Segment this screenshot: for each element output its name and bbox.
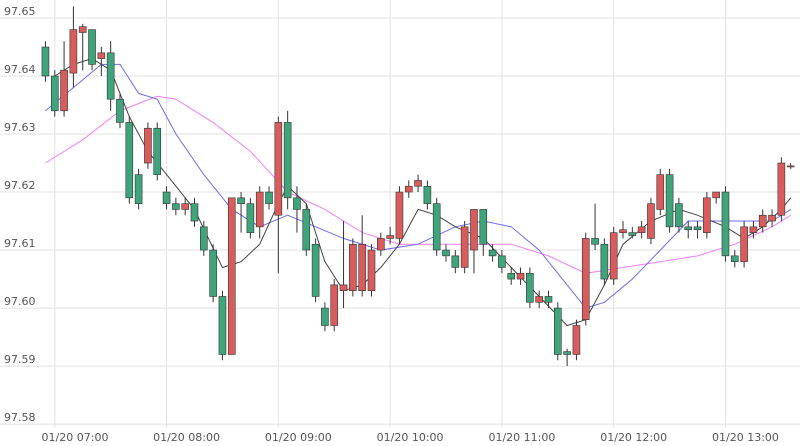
candle-body [423, 185, 432, 204]
candle-body [693, 226, 702, 231]
candle-body [609, 232, 618, 280]
candle-body [544, 296, 553, 303]
candle-body [358, 243, 366, 291]
candle-body [172, 203, 180, 210]
candle-body [125, 122, 134, 199]
candle-body [134, 174, 143, 204]
candle-body [144, 127, 152, 164]
candle-body [404, 185, 413, 193]
candle-body [50, 75, 59, 112]
y-tick-label: 97.59 [4, 353, 36, 366]
candle-body [414, 180, 422, 187]
candle-body [740, 226, 748, 262]
candle-body [581, 238, 590, 320]
candle-body [619, 229, 627, 233]
x-tick-label: 01/20 10:00 [377, 431, 444, 444]
candle-body [330, 284, 339, 326]
candle-body [153, 127, 162, 175]
candle-body [209, 249, 217, 297]
x-tick-label: 01/20 13:00 [712, 431, 779, 444]
candle-body [777, 162, 786, 216]
x-tick-label: 01/20 07:00 [42, 431, 109, 444]
candle-body [395, 191, 404, 239]
candle-body [41, 46, 50, 77]
candle-body [498, 255, 506, 268]
candle-body [470, 209, 478, 251]
candle-body [768, 214, 776, 222]
x-tick-label: 01/20 08:00 [153, 431, 220, 444]
candle-body [656, 174, 665, 210]
candle-body [69, 29, 78, 74]
candle-body [162, 191, 171, 204]
candle-body [339, 284, 348, 291]
candle-body [479, 209, 488, 245]
candle-body [749, 226, 758, 233]
moving-average-line [45, 63, 791, 309]
candle-body [237, 197, 245, 204]
y-tick-label: 97.63 [4, 121, 36, 134]
candle-body [442, 249, 450, 257]
candle-body [116, 98, 124, 123]
candle-body [88, 29, 96, 65]
candle-body [106, 52, 115, 100]
candle-body [637, 226, 646, 233]
candle-body [675, 203, 683, 228]
candle-body [283, 122, 292, 199]
candle-body [535, 296, 543, 303]
candle-body [712, 191, 720, 199]
y-tick-label: 97.61 [4, 237, 36, 250]
candle-body [274, 122, 283, 216]
candle-body [786, 165, 795, 168]
candle-body [628, 232, 637, 236]
candle-body [190, 203, 199, 222]
candle-body [377, 238, 385, 251]
candle-body [302, 209, 311, 251]
candle-body [218, 296, 227, 355]
candle-body [78, 26, 87, 33]
candle-body [255, 191, 264, 228]
y-tick-label: 97.60 [4, 295, 36, 308]
x-tick-label: 01/20 11:00 [488, 431, 555, 444]
candle-body [181, 203, 189, 210]
candle-body [432, 203, 441, 251]
candle-body [460, 226, 469, 268]
candle-body [703, 197, 711, 233]
candle-body [758, 214, 767, 228]
candle-body [684, 226, 693, 231]
candle-body [60, 69, 68, 112]
candle-body [97, 52, 106, 59]
candle-body [563, 351, 571, 355]
candle-body [265, 191, 273, 204]
candle-body [227, 197, 236, 355]
candle-body [600, 243, 609, 280]
candle-body [665, 174, 674, 228]
candle-body [553, 307, 562, 355]
y-tick-label: 97.64 [4, 63, 36, 76]
candle-body [647, 203, 655, 239]
candle-body [321, 307, 329, 326]
candle-body [516, 272, 525, 280]
candle-body [526, 272, 534, 303]
candle-body [572, 325, 581, 355]
candle-body [367, 249, 376, 291]
x-tick-label: 01/20 12:00 [600, 431, 667, 444]
candle-body [721, 191, 730, 257]
candle-body [349, 243, 357, 291]
candle-body [386, 235, 394, 239]
candle-body [488, 249, 497, 257]
candle-body [507, 272, 516, 280]
candle-body [451, 255, 460, 268]
candle-body [246, 203, 255, 233]
y-tick-label: 97.58 [4, 411, 36, 424]
candle-body [200, 226, 208, 251]
candle-body [730, 255, 739, 262]
candle-body [591, 238, 599, 245]
y-tick-label: 97.62 [4, 179, 36, 192]
candle-body [311, 243, 320, 297]
y-tick-label: 97.65 [4, 5, 36, 18]
x-tick-label: 01/20 09:00 [265, 431, 332, 444]
candle-body [293, 197, 301, 210]
